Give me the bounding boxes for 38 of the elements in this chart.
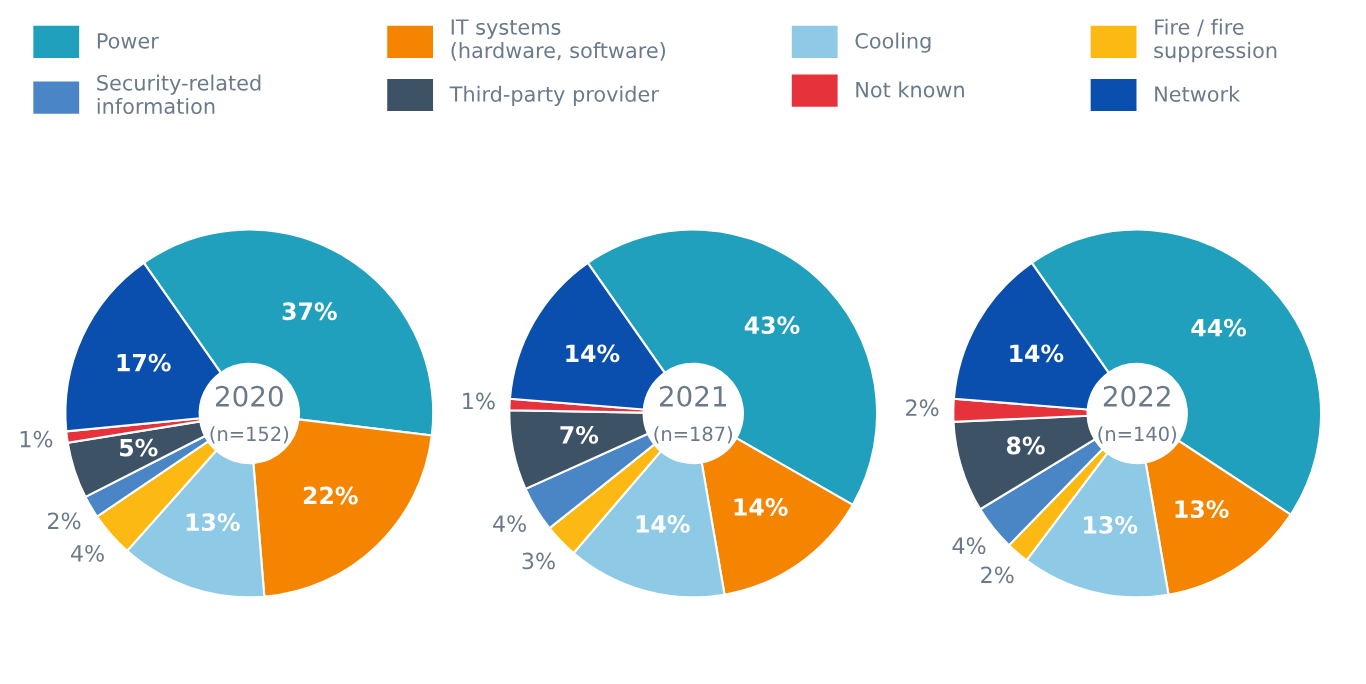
data-label: 14%	[636, 515, 690, 533]
data-label: 5%	[120, 438, 158, 457]
data-label: 13%	[186, 513, 240, 532]
legend-label: Security-related information	[97, 74, 261, 115]
data-label: 4%	[493, 515, 527, 532]
data-label: 43%	[744, 316, 800, 335]
data-label: 1%	[463, 392, 495, 410]
legend-label: Cooling	[855, 32, 931, 53]
text: (n=152)	[210, 426, 289, 444]
legend-label: Network	[1155, 85, 1241, 102]
data-label: 4%	[70, 544, 104, 562]
legend-label: Not known	[856, 81, 964, 98]
data-label: 14%	[566, 344, 620, 363]
data-label: 1%	[20, 430, 53, 448]
data-label: 2%	[48, 512, 81, 530]
text: 2021	[659, 385, 727, 407]
legend-label: Power	[97, 33, 159, 49]
legend-label: Third-party provider	[449, 85, 659, 106]
data-label: 37%	[282, 302, 337, 321]
data-label: 14%	[734, 498, 788, 516]
data-label: 22%	[303, 486, 358, 505]
data-label: 14%	[1010, 344, 1064, 363]
text: (n=187)	[654, 426, 733, 444]
data-label: 3%	[522, 552, 555, 570]
text: 2020	[215, 385, 283, 407]
text: 2022	[1103, 385, 1170, 407]
data-label: 13%	[1175, 500, 1229, 519]
data-label: 7%	[560, 425, 599, 444]
data-label: 4%	[952, 537, 986, 555]
data-label: 13%	[1084, 515, 1138, 534]
data-label: 17%	[117, 353, 171, 372]
legend-label: Fire / fire suppression	[1154, 18, 1277, 63]
text: (n=140)	[1098, 426, 1176, 444]
legend-label: IT systems (hardware, software)	[451, 19, 665, 61]
data-label: 2%	[981, 566, 1014, 584]
data-label: 2%	[906, 399, 939, 417]
data-label: 8%	[1006, 436, 1045, 455]
data-label: 44%	[1191, 318, 1247, 337]
